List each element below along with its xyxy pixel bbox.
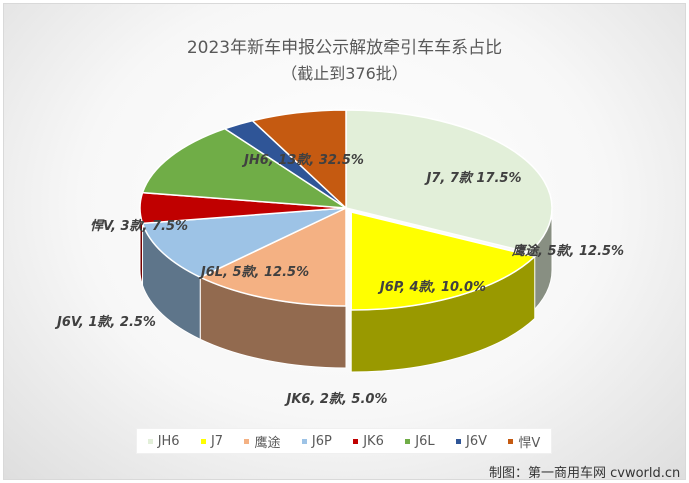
legend-item-悍V: 悍V	[508, 432, 540, 451]
legend-label: 鹰途	[254, 435, 281, 451]
data-label-鹰途: 鹰途, 5款, 12.5%	[511, 243, 624, 259]
legend-swatch	[147, 438, 153, 444]
legend-swatch	[301, 438, 307, 444]
legend-swatch	[353, 438, 359, 444]
chart-subtitle: （截止到376批）	[281, 64, 408, 83]
chart-title: 2023年新车申报公示解放牵引车车系占比	[186, 38, 503, 58]
data-label-JH6: JH6, 13款, 32.5%	[241, 152, 364, 168]
data-label-JK6: JK6, 2款, 5.0%	[284, 391, 388, 407]
pie-slice-J6P	[141, 207, 347, 279]
pie-slice-鹰途	[198, 206, 347, 307]
data-label-J6P: J6P, 4款, 10.0%	[377, 279, 486, 295]
credit-text: 制图：第一商用车网 cvworld.cn	[489, 466, 681, 480]
pie-slice-悍V	[250, 109, 347, 210]
pie-chart: JH6, 13款, 32.5% J7, 7款 17.5% 鹰途, 5款, 12.5%…	[54, 109, 624, 407]
legend-item-鹰途: 鹰途	[244, 432, 280, 451]
data-label-J6V: J6V, 1款, 2.5%	[54, 314, 156, 330]
legend-item-JK6: JK6	[353, 434, 384, 449]
legend-label: JK6	[363, 433, 384, 449]
pie-slice-J7	[350, 211, 537, 311]
legend-label: J6P	[311, 433, 332, 449]
legend-swatch	[405, 438, 411, 444]
chart-legend: JH6 J7 鹰途 J6P JK6 J6L J6V 悍V	[136, 428, 552, 454]
legend-swatch	[456, 438, 461, 444]
data-label-J6L: J6L, 5款, 12.5%	[198, 264, 309, 280]
legend-label: J7	[210, 433, 224, 449]
pie-slice-JH6	[345, 109, 553, 254]
legend-swatch	[508, 438, 514, 444]
legend-label: J6V	[466, 433, 487, 449]
legend-item-JH6: JH6	[147, 433, 180, 449]
legend-swatch	[244, 438, 250, 444]
legend-item-J6P: J6P	[301, 433, 332, 449]
data-label-悍V: 悍V, 3款, 7.5%	[90, 218, 188, 234]
legend-label: 悍V	[518, 435, 541, 451]
legend-label: J6L	[415, 433, 435, 449]
legend-label: JH6	[157, 433, 180, 449]
chart-area: 2023年新车申报公示解放牵引车车系占比 （截止到376批） JH6, 13款,…	[3, 3, 686, 480]
legend-item-J6V: J6V	[456, 434, 487, 449]
legend-item-J6L: J6L	[405, 433, 435, 449]
legend-swatch	[200, 438, 206, 444]
legend-item-J7: J7	[200, 433, 224, 449]
pie-slice-J6L	[141, 127, 347, 209]
data-label-J7: J7, 7款 17.5%	[423, 170, 521, 186]
